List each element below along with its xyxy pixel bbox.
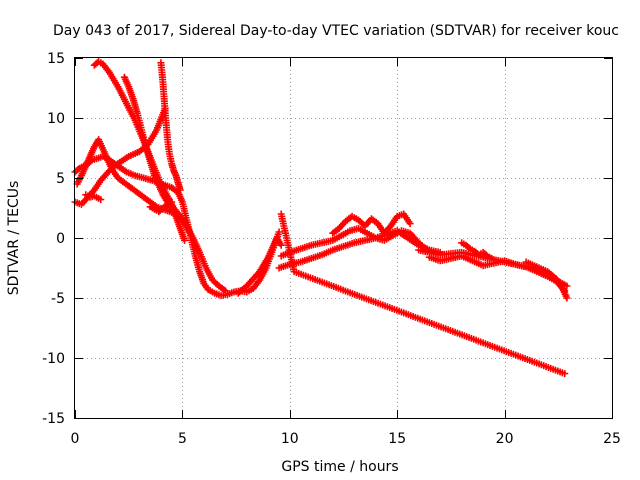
data-point bbox=[97, 196, 105, 204]
x-tick-label: 15 bbox=[388, 431, 406, 447]
data-point bbox=[277, 241, 285, 249]
x-tick-label: 10 bbox=[281, 431, 299, 447]
data-point bbox=[482, 251, 490, 259]
y-tick-label: 15 bbox=[47, 51, 65, 67]
data-point bbox=[488, 254, 496, 262]
data-point bbox=[168, 198, 176, 206]
data-point bbox=[181, 236, 189, 244]
data-point bbox=[74, 166, 82, 174]
series-outliers bbox=[277, 210, 569, 378]
y-tick-label: -5 bbox=[51, 291, 65, 307]
series-track-i bbox=[234, 234, 285, 297]
series-track-c bbox=[90, 58, 229, 295]
series-track-l bbox=[329, 210, 414, 237]
chart-title: Day 043 of 2017, Sidereal Day-to-day VTE… bbox=[53, 23, 619, 39]
series-track-n bbox=[425, 252, 571, 290]
x-axis-label: GPS time / hours bbox=[281, 459, 398, 475]
series-track-p bbox=[522, 258, 571, 302]
y-tick-label: -15 bbox=[42, 411, 65, 427]
series-track-d bbox=[120, 73, 189, 244]
data-point bbox=[176, 186, 184, 194]
data-point bbox=[162, 202, 170, 210]
y-tick-label: -10 bbox=[42, 351, 65, 367]
series-track-o bbox=[458, 239, 496, 262]
y-tick-label: 10 bbox=[47, 111, 65, 127]
data-point bbox=[563, 294, 571, 302]
y-tick-label: 0 bbox=[56, 231, 65, 247]
y-axis-label: SDTVAR / TECUs bbox=[6, 181, 22, 296]
data-point bbox=[406, 220, 414, 228]
y-tick-label: 5 bbox=[56, 171, 65, 187]
data-point bbox=[161, 104, 169, 112]
plot-frame bbox=[74, 57, 613, 419]
grid bbox=[75, 58, 612, 418]
data-point bbox=[221, 287, 229, 295]
tick-marks bbox=[75, 58, 613, 419]
data-point bbox=[561, 370, 569, 378]
x-tick-labels: 0 5 10 15 20 25 bbox=[71, 431, 621, 447]
series-track-h bbox=[146, 198, 176, 216]
data-points bbox=[71, 58, 571, 378]
series-track-g bbox=[82, 191, 105, 204]
x-tick-label: 0 bbox=[71, 431, 80, 447]
data-point bbox=[275, 228, 283, 236]
y-tick-labels: -15 -10 -5 0 5 10 15 bbox=[42, 51, 65, 427]
x-tick-label: 20 bbox=[496, 431, 514, 447]
data-point bbox=[465, 244, 473, 252]
x-tick-label: 25 bbox=[603, 431, 621, 447]
x-tick-label: 5 bbox=[178, 431, 187, 447]
